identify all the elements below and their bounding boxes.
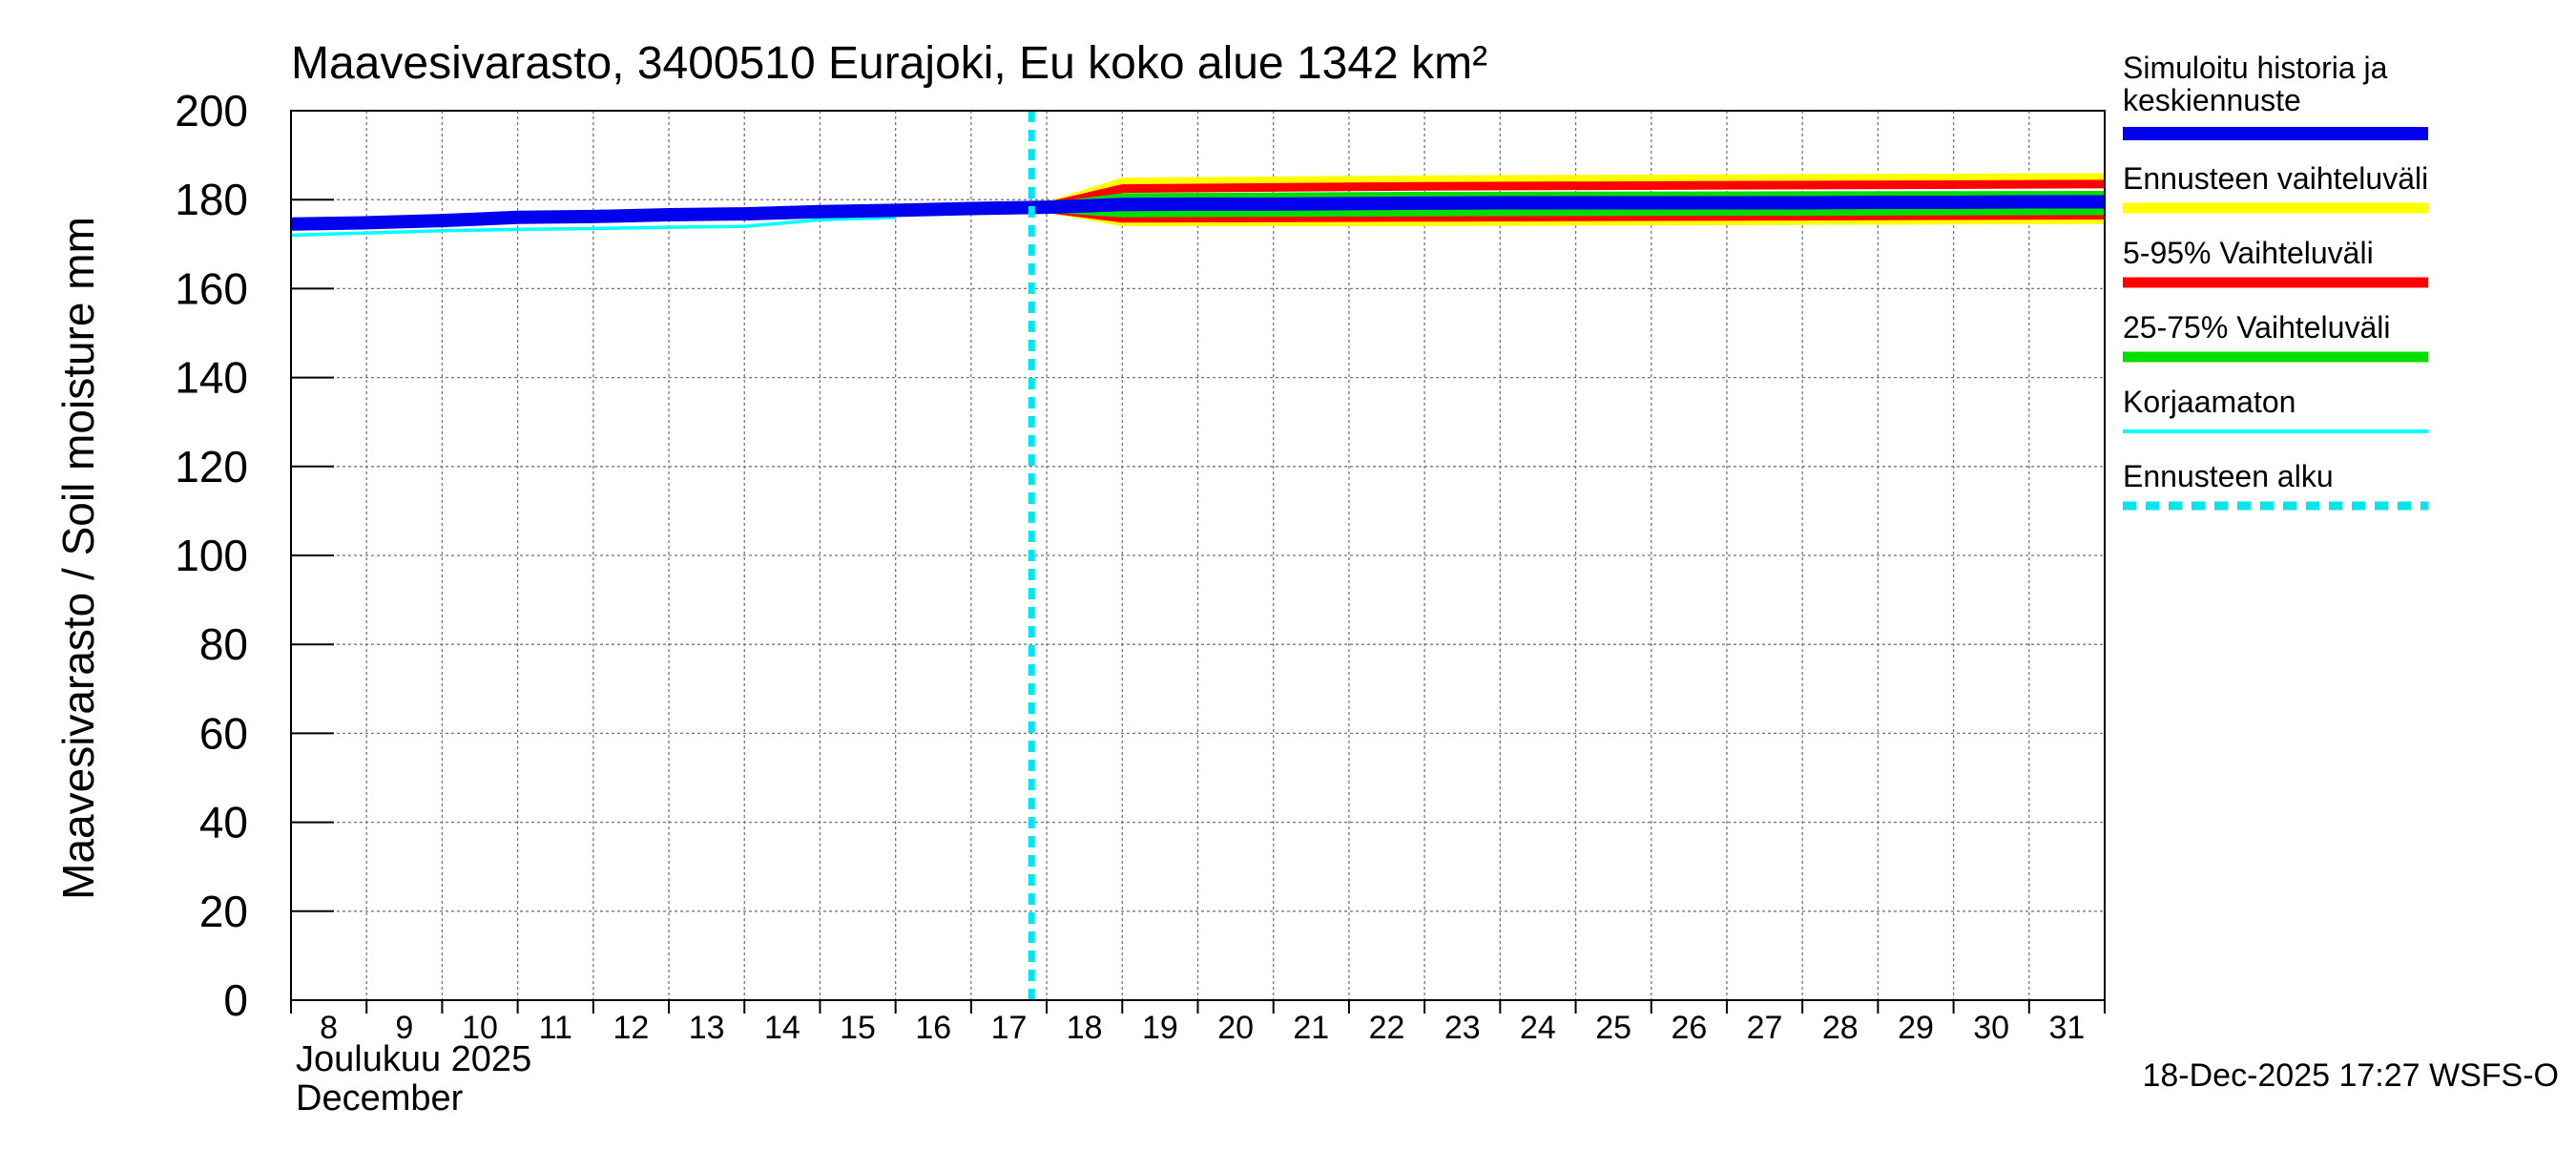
- x-tick-label: 15: [840, 1010, 876, 1046]
- legend-label: Korjaamaton: [2123, 385, 2296, 419]
- legend-label: Simuloitu historia ja: [2123, 51, 2388, 85]
- x-tick-label: 30: [1973, 1010, 2009, 1046]
- series-line-main: [290, 195, 2105, 231]
- x-tick-label: 17: [991, 1010, 1028, 1046]
- x-tick-label: 11: [539, 1010, 572, 1046]
- y-tick-label: 100: [175, 531, 248, 580]
- legend-label: 25-75% Vaihteluväli: [2123, 310, 2390, 345]
- x-tick-label: 19: [1142, 1010, 1178, 1046]
- x-tick-label: 27: [1747, 1010, 1783, 1046]
- y-tick-label: 0: [223, 975, 248, 1025]
- x-tick-label: 9: [395, 1010, 413, 1046]
- series-layer: [290, 111, 2106, 1000]
- y-tick-label: 200: [175, 86, 248, 136]
- x-tick-label: 29: [1898, 1010, 1934, 1046]
- timestamp: 18-Dec-2025 17:27 WSFS-O: [2142, 1057, 2559, 1094]
- y-tick-label: 120: [175, 442, 248, 491]
- x-tick-label: 13: [689, 1010, 725, 1046]
- y-tick-label: 20: [199, 887, 248, 936]
- x-tick-label: 24: [1520, 1010, 1556, 1046]
- x-tick-label: 26: [1671, 1010, 1707, 1046]
- series-line-p95: [1046, 179, 2106, 211]
- legend-label: Ennusteen vaihteluväli: [2123, 161, 2428, 196]
- chart-title: Maavesivarasto, 3400510 Eurajoki, Eu kok…: [291, 38, 1487, 89]
- x-axis-label-finnish: Joulukuu 2025: [296, 1039, 531, 1079]
- legend-label: 5-95% Vaihteluväli: [2123, 236, 2374, 270]
- x-axis-label-english: December: [296, 1078, 464, 1119]
- y-tick-label: 140: [175, 353, 248, 403]
- x-tick-label: 31: [2048, 1010, 2085, 1046]
- x-tick-label: 21: [1293, 1010, 1329, 1046]
- y-tick-label: 40: [199, 798, 248, 847]
- series-line-uncorrected: [290, 216, 896, 238]
- x-tick-label: 20: [1217, 1010, 1254, 1046]
- x-tick-label: 14: [764, 1010, 800, 1046]
- y-tick-label: 60: [199, 708, 248, 758]
- x-tick-label: 22: [1369, 1010, 1405, 1046]
- x-tick-label: 16: [915, 1010, 951, 1046]
- legend-label: keskiennuste: [2123, 83, 2301, 117]
- y-tick-label: 80: [199, 619, 248, 669]
- y-tick-label: 180: [175, 175, 248, 224]
- y-tick-label: 160: [175, 263, 248, 313]
- grid-layer: [291, 111, 2105, 1000]
- tick-layer: 0 20 40 60 80 100 120 140 160 180 200 8 9 10 11 12 13 14 1…: [175, 86, 2106, 1046]
- x-tick-label: 18: [1067, 1010, 1103, 1046]
- x-tick-label: 10: [462, 1010, 498, 1046]
- legend-label: Ennusteen alku: [2123, 459, 2334, 493]
- x-tick-label: 28: [1822, 1010, 1859, 1046]
- x-tick-label: 8: [320, 1010, 338, 1046]
- x-tick-label: 12: [613, 1010, 650, 1046]
- y-axis-label: Maavesivarasto / Soil moisture mm: [53, 217, 103, 900]
- x-tick-label: 25: [1595, 1010, 1631, 1046]
- x-tick-label: 23: [1444, 1010, 1481, 1046]
